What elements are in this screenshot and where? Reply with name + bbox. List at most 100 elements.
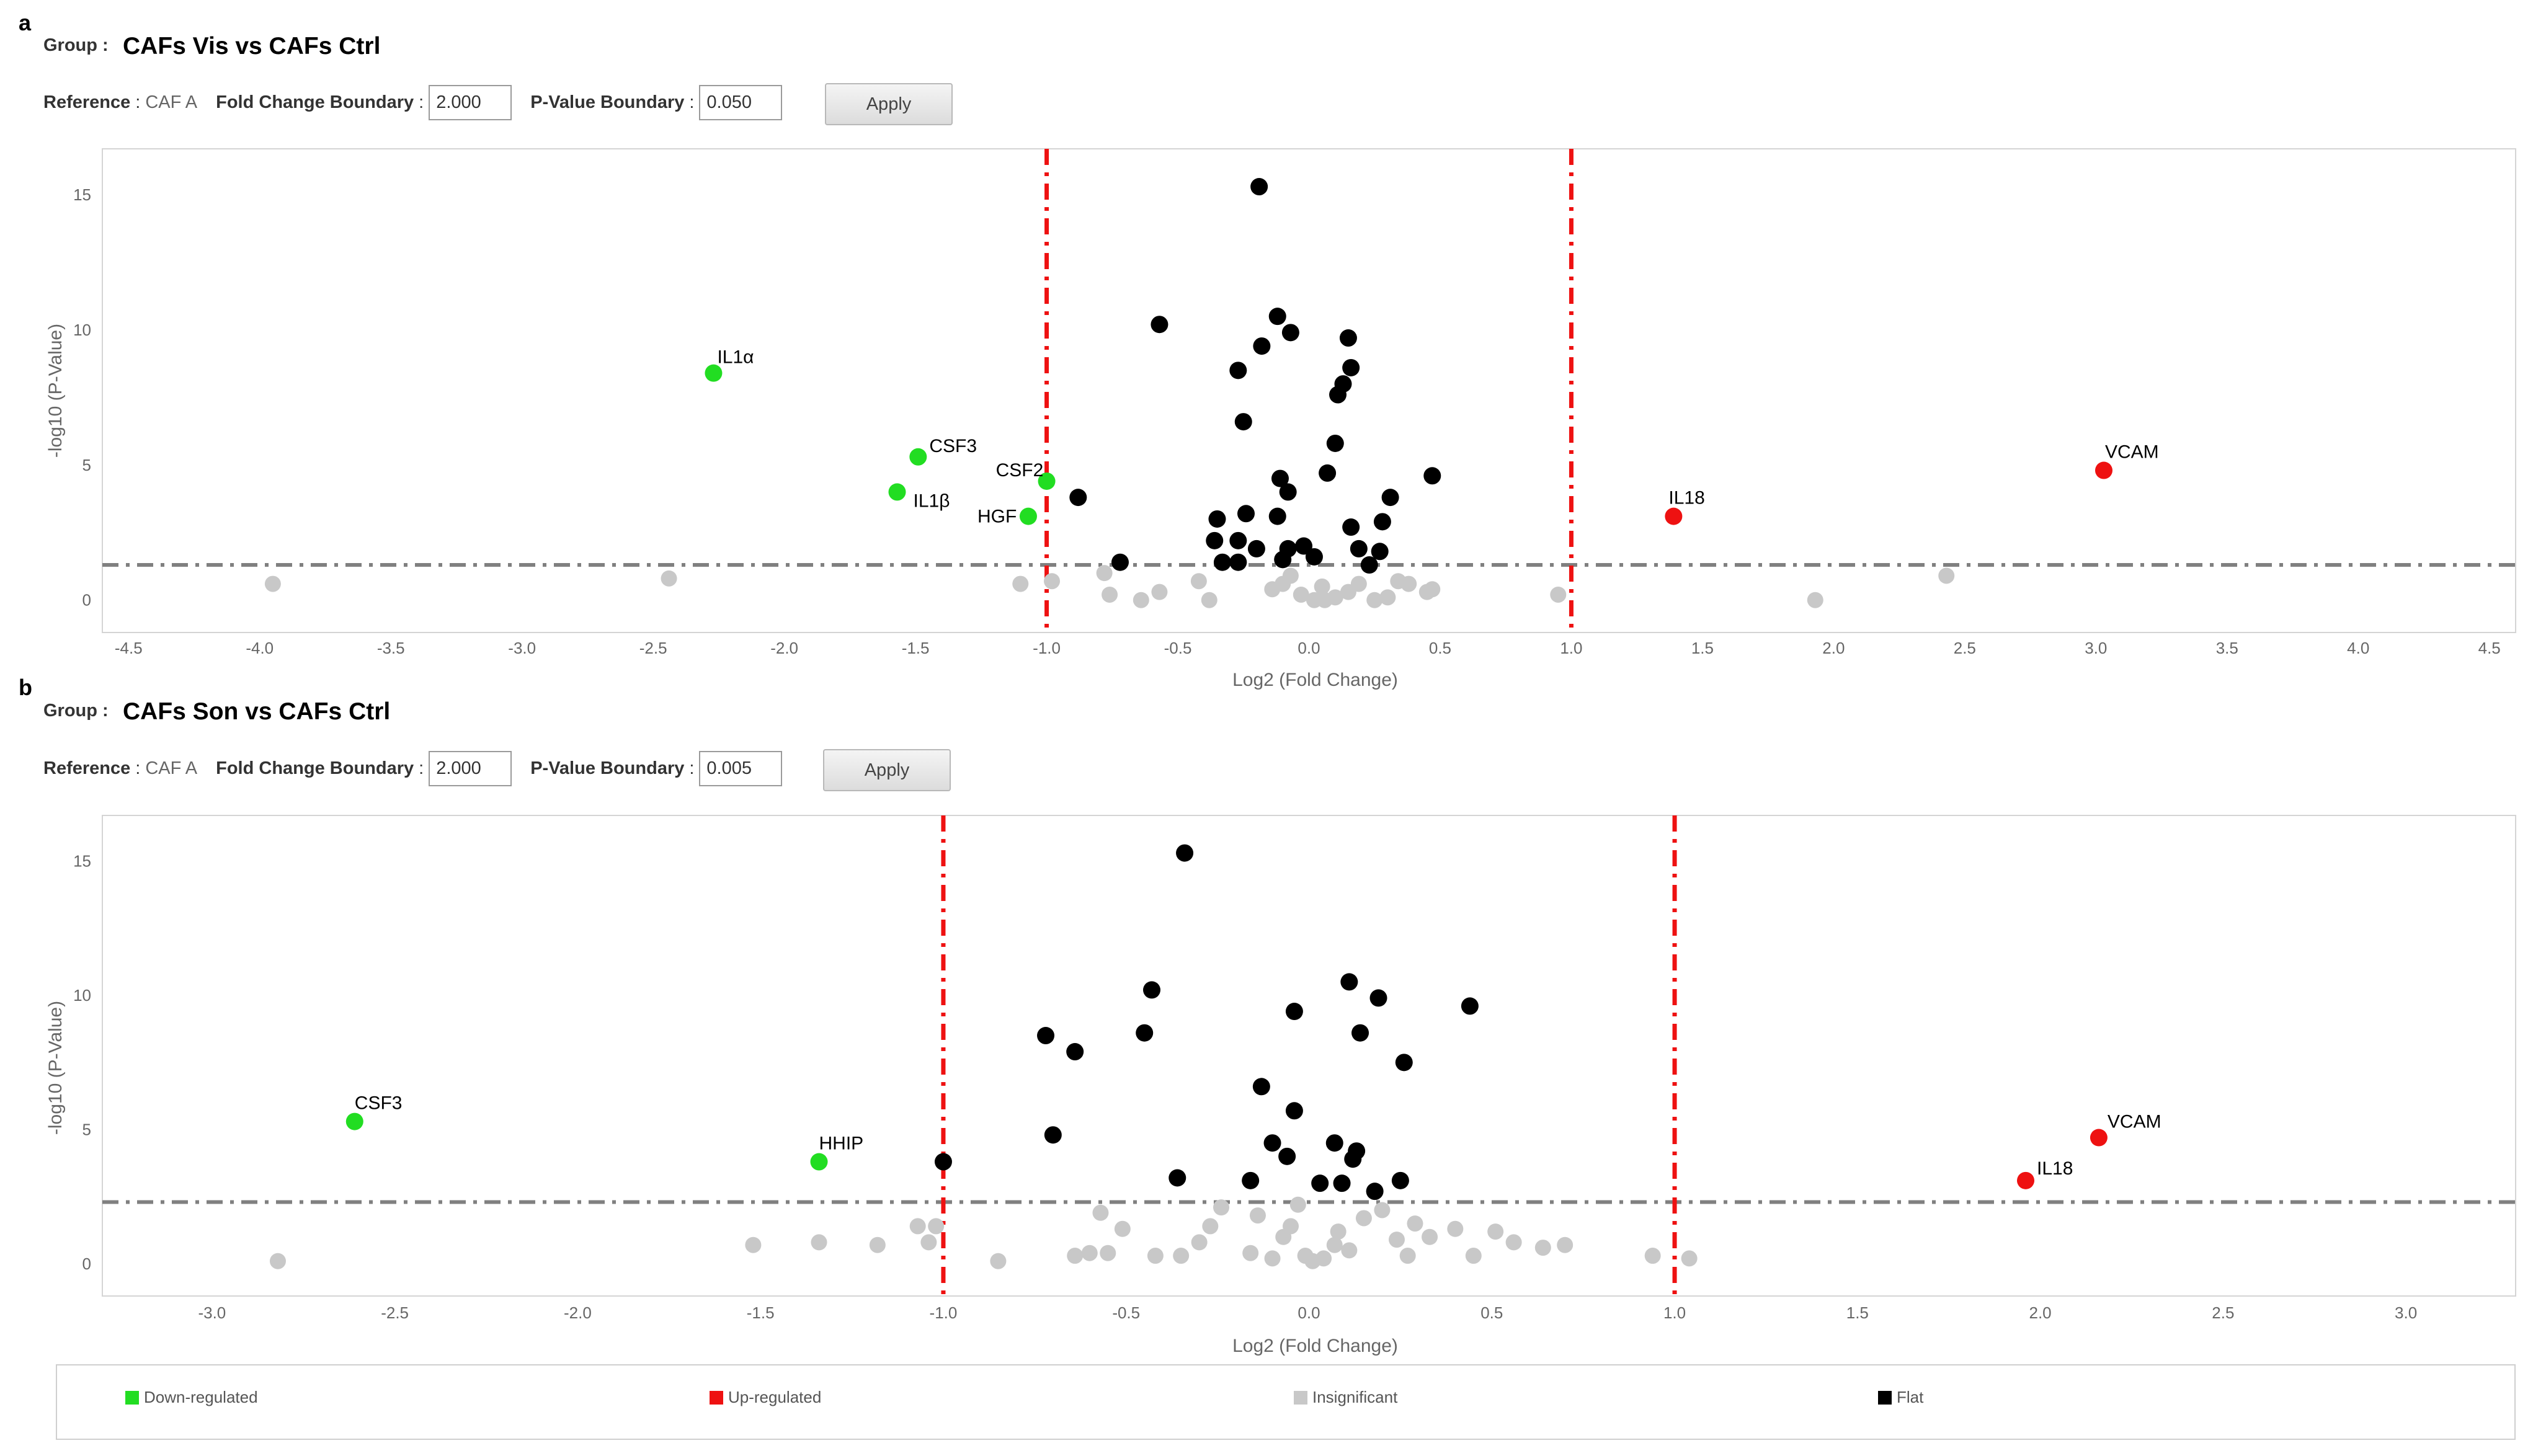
point-flat <box>1253 337 1271 355</box>
point-flat <box>1342 358 1360 376</box>
x-tick-label: 2.5 <box>1954 639 1976 657</box>
point-insignificant <box>1201 592 1218 608</box>
x-tick-label: -2.0 <box>770 639 798 657</box>
point-flat <box>1278 1147 1296 1165</box>
down-swatch <box>125 1390 139 1405</box>
point-flat <box>1326 434 1344 452</box>
point-insignificant <box>1096 565 1113 582</box>
point-insignificant <box>1447 1220 1464 1237</box>
point-label: VCAM <box>2108 1112 2161 1132</box>
point-flat <box>1339 329 1357 347</box>
x-tick-label: -1.0 <box>930 1303 958 1322</box>
x-tick-label: 3.5 <box>2216 639 2238 657</box>
point-insignificant <box>811 1234 827 1251</box>
point-insignificant <box>1102 586 1118 603</box>
point-insignificant <box>1366 592 1383 608</box>
pvalue-input[interactable]: 0.005 <box>699 751 783 786</box>
point-up <box>2090 1129 2108 1147</box>
point-up <box>1665 507 1683 525</box>
point-flat <box>1069 489 1087 507</box>
x-tick-label: 0.5 <box>1480 1303 1503 1322</box>
point-insignificant <box>1067 1248 1084 1264</box>
x-tick-label: -4.0 <box>246 639 274 657</box>
y-tick-label: 15 <box>73 185 91 204</box>
point-label: IL18 <box>2037 1158 2073 1179</box>
y-tick-label: 15 <box>73 852 91 871</box>
point-flat <box>1111 553 1129 571</box>
point-insignificant <box>1557 1236 1574 1253</box>
point-insignificant <box>1407 1215 1423 1232</box>
y-tick-label: 0 <box>82 1254 91 1273</box>
x-tick-label: 0.5 <box>1429 639 1451 657</box>
point-label: IL1β <box>913 491 950 511</box>
point-insignificant <box>1147 1248 1164 1264</box>
apply-button-a[interactable]: Apply <box>825 83 953 125</box>
y-tick-label: 10 <box>73 986 91 1005</box>
x-tick-label: -3.5 <box>377 639 405 657</box>
point-insignificant <box>1173 1248 1190 1264</box>
panel-b-group-label: Group : <box>43 701 109 721</box>
point-insignificant <box>1424 581 1441 598</box>
point-flat <box>1263 1134 1281 1152</box>
point-flat <box>1350 539 1368 557</box>
point-insignificant <box>1374 1202 1391 1219</box>
legend-label: Up-regulated <box>728 1388 822 1406</box>
pvalue-label: P-Value Boundary <box>530 758 685 778</box>
panel-b-letter: b <box>19 675 32 700</box>
point-flat <box>1169 1169 1186 1187</box>
panel-a-controls: Reference : CAF A Fold Change Boundary :… <box>43 85 783 120</box>
point-insignificant <box>1330 1223 1347 1240</box>
point-insignificant <box>1487 1223 1504 1240</box>
flat-swatch <box>1878 1390 1892 1405</box>
point-flat <box>1395 1054 1413 1072</box>
apply-button-b[interactable]: Apply <box>823 749 951 791</box>
point-flat <box>1176 844 1194 862</box>
point-flat <box>1333 1174 1351 1192</box>
reference-value: CAF A <box>145 758 198 778</box>
x-tick-label: -0.5 <box>1164 639 1192 657</box>
legend-item-flat: Flat <box>1878 1388 1923 1407</box>
x-tick-label: -1.0 <box>1033 639 1061 657</box>
point-insignificant <box>1092 1204 1109 1221</box>
point-insignificant <box>1644 1248 1661 1264</box>
point-insignificant <box>1550 586 1567 603</box>
x-tick-label: -4.5 <box>115 639 143 657</box>
point-insignificant <box>1388 1232 1405 1248</box>
x-axis-label: Log2 (Fold Change) <box>1232 1336 1398 1356</box>
point-down <box>888 483 906 501</box>
point-flat <box>1237 505 1255 523</box>
point-insignificant <box>1081 1245 1098 1261</box>
point-flat <box>1151 316 1169 334</box>
point-label: CSF3 <box>929 436 977 456</box>
point-down <box>705 364 723 382</box>
point-insignificant <box>1213 1199 1230 1216</box>
reference-value: CAF A <box>145 92 198 112</box>
point-insignificant <box>1242 1245 1259 1261</box>
x-tick-label: 1.5 <box>1691 639 1714 657</box>
point-flat <box>1208 510 1226 528</box>
point-flat <box>1229 553 1247 571</box>
pvalue-label: P-Value Boundary <box>530 92 685 112</box>
point-insignificant <box>1133 592 1149 608</box>
point-label: HGF <box>977 507 1017 527</box>
point-flat <box>1461 997 1479 1015</box>
point-insignificant <box>1151 584 1168 600</box>
point-flat <box>1344 1150 1362 1168</box>
point-flat <box>1325 1134 1343 1152</box>
point-insignificant <box>990 1253 1007 1269</box>
point-label: VCAM <box>2105 442 2159 463</box>
fold-change-input[interactable]: 2.000 <box>429 85 512 120</box>
point-insignificant <box>1283 1218 1299 1235</box>
point-insignificant <box>745 1236 762 1253</box>
x-tick-label: -2.5 <box>639 639 667 657</box>
point-flat <box>1329 386 1347 404</box>
x-tick-label: 4.5 <box>2478 639 2501 657</box>
pvalue-input[interactable]: 0.050 <box>699 85 783 120</box>
point-insignificant <box>1190 573 1207 590</box>
fold-change-input[interactable]: 2.000 <box>429 751 512 786</box>
point-down <box>1038 472 1056 490</box>
x-tick-label: 2.5 <box>2212 1303 2234 1322</box>
point-insignificant <box>1315 1250 1332 1267</box>
x-tick-label: 1.5 <box>1846 1303 1869 1322</box>
